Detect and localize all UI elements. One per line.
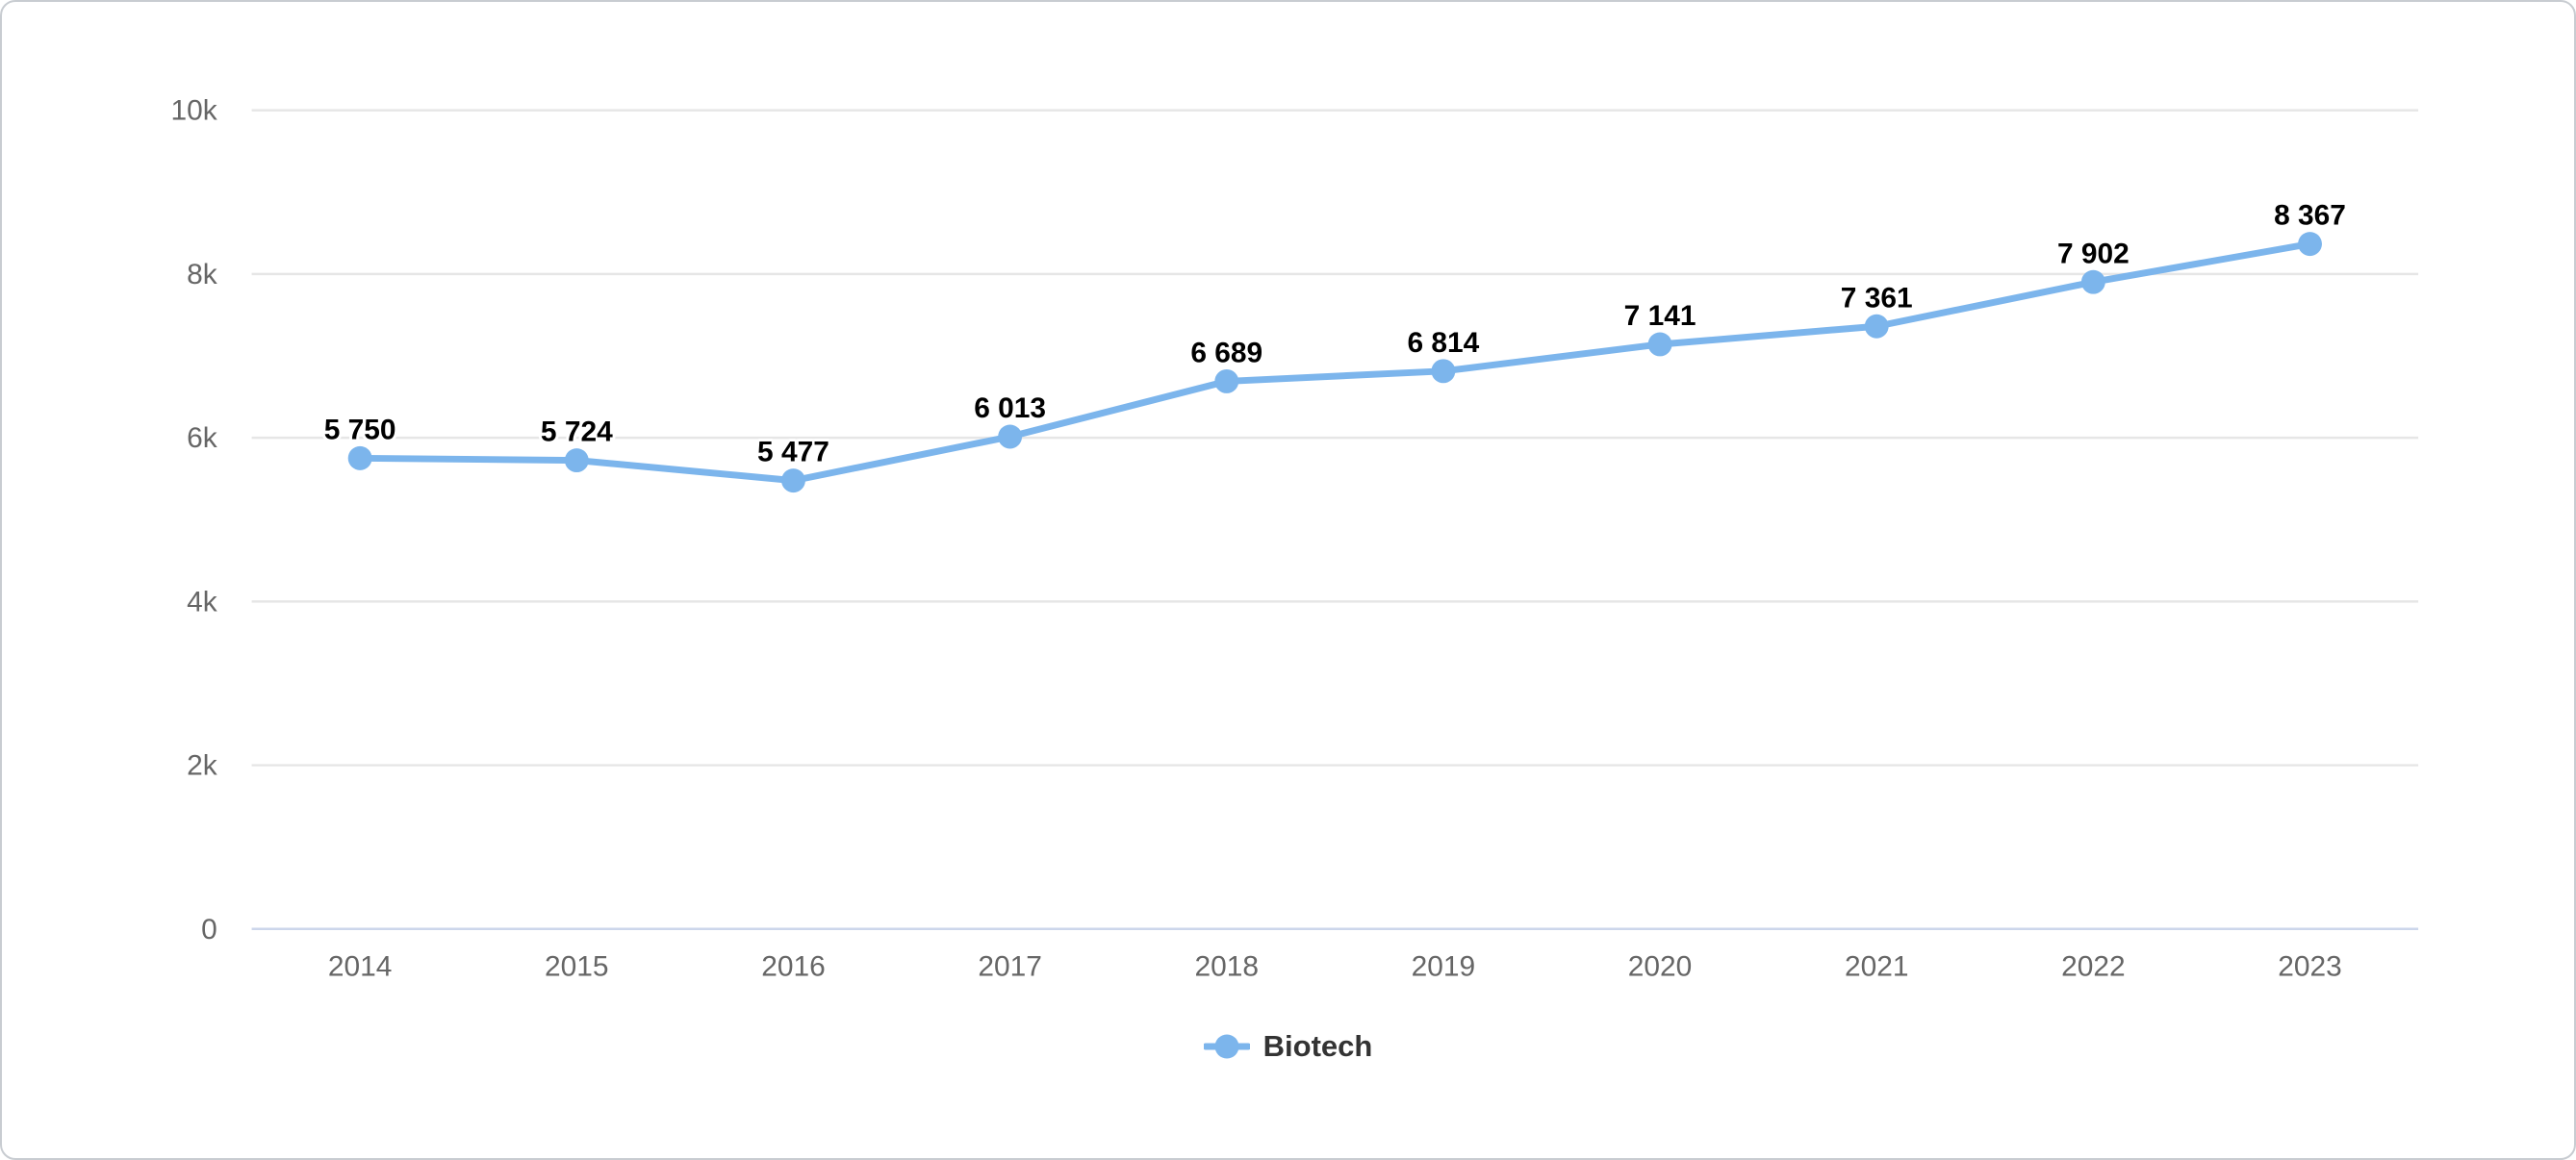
- y-axis-tick-label: 0: [201, 914, 217, 946]
- data-point-label: 5 724: [541, 416, 613, 448]
- legend: Biotech: [2, 1029, 2574, 1064]
- x-axis-tick-label: 2015: [545, 951, 609, 983]
- data-point-label: 5 477: [757, 437, 829, 468]
- y-axis-tick-label: 10k: [171, 95, 217, 127]
- x-axis-tick-label: 2023: [2278, 951, 2342, 983]
- data-point-label: 8 367: [2274, 200, 2346, 232]
- x-axis-tick-label: 2018: [1195, 951, 1260, 983]
- y-axis-tick-label: 8k: [187, 259, 217, 290]
- x-axis-tick-label: 2017: [978, 951, 1041, 983]
- x-axis-tick-label: 2016: [761, 951, 826, 983]
- data-point-label: 6 689: [1190, 338, 1262, 369]
- data-point-marker[interactable]: [1214, 368, 1239, 393]
- series-line: [356, 240, 2314, 485]
- y-axis-tick-label: 6k: [187, 422, 217, 454]
- data-point-label: 5 750: [324, 414, 396, 445]
- data-point-marker[interactable]: [998, 424, 1023, 449]
- x-axis-tick-label: 2019: [1412, 951, 1476, 983]
- x-axis-tick-label: 2014: [328, 951, 393, 983]
- data-point-marker[interactable]: [1647, 332, 1672, 357]
- data-point-marker[interactable]: [564, 448, 589, 473]
- data-point-marker[interactable]: [2298, 232, 2322, 257]
- legend-series-marker-icon: [1203, 1034, 1250, 1059]
- data-point-marker[interactable]: [1431, 359, 1456, 384]
- y-axis-tick-label: 2k: [187, 750, 217, 782]
- data-point-label: 7 361: [1841, 282, 1913, 314]
- data-point-marker[interactable]: [347, 445, 372, 470]
- x-axis-tick-label: 2020: [1628, 951, 1693, 983]
- data-point-label: 7 902: [2057, 238, 2130, 269]
- data-point-marker[interactable]: [1864, 314, 1889, 339]
- data-point-label: 7 141: [1624, 300, 1696, 332]
- data-point-label: 6 814: [1408, 327, 1480, 359]
- y-axis-tick-label: 4k: [187, 586, 217, 618]
- x-axis-tick-label: 2021: [1845, 951, 1909, 983]
- legend-item-biotech[interactable]: Biotech: [1203, 1029, 1373, 1064]
- data-point-label: 6 013: [974, 392, 1046, 424]
- legend-label: Biotech: [1262, 1029, 1373, 1063]
- data-point-marker[interactable]: [2080, 269, 2105, 294]
- x-axis-tick-label: 2022: [2061, 951, 2126, 983]
- data-point-marker[interactable]: [781, 468, 805, 493]
